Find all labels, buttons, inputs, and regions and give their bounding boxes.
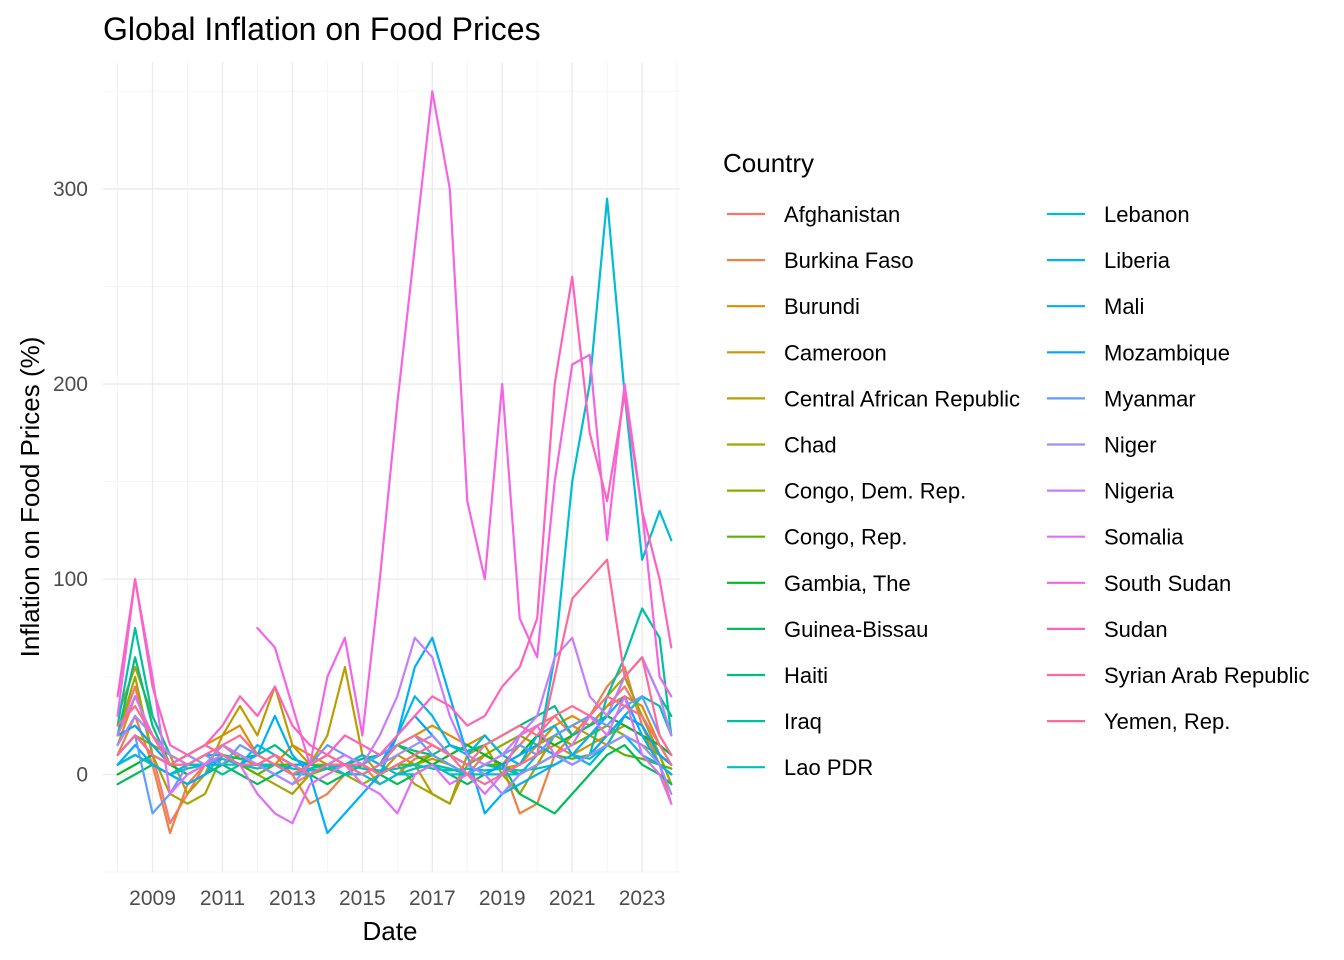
legend-label: Chad [784,433,837,458]
legend-label: Lao PDR [784,755,873,780]
x-tick-label: 2013 [269,887,316,910]
y-axis-title: Inflation on Food Prices (%) [15,337,45,658]
chart-title: Global Inflation on Food Prices [103,11,541,47]
y-tick-label: 0 [76,763,88,786]
legend-label: Somalia [1104,525,1184,550]
legend-label: Myanmar [1104,386,1196,411]
series-line [116,275,673,756]
x-axis-ticks: 2009 2011 2013 2015 2017 2019 2021 2023 [129,887,665,910]
legend-label: Haiti [784,663,828,688]
x-tick-label: 2021 [549,887,596,910]
series-line [116,744,673,815]
legend-label: Guinea-Bissau [784,617,928,642]
legend-label: Sudan [1104,617,1168,642]
legend-title: Country [723,148,814,178]
y-tick-label: 300 [53,178,88,201]
legend-item: Yemen, Rep. [1047,709,1230,734]
legend-item: Congo, Dem. Rep. [727,479,966,504]
legend-items: Afghanistan Burkina Faso Burundi Cameroon Ce… [727,202,1309,780]
legend-label: Gambia, The [784,571,911,596]
legend-label: Congo, Dem. Rep. [784,479,966,504]
legend-label: Cameroon [784,340,887,365]
series-line [116,558,673,786]
legend-item: Sudan [1047,617,1168,642]
legend-label: Central African Republic [784,386,1020,411]
legend-item: Nigeria [1047,479,1174,504]
series-line [116,197,673,786]
legend-item: South Sudan [1047,571,1231,596]
x-tick-label: 2023 [619,887,666,910]
legend-label: Yemen, Rep. [1104,709,1230,734]
series-line [116,636,673,835]
legend-item: Niger [1047,433,1157,458]
legend-item: Somalia [1047,525,1184,550]
legend-item: Mozambique [1047,340,1230,365]
legend-label: Liberia [1104,248,1171,273]
series-line [256,90,673,766]
legend-item: Burkina Faso [727,248,914,273]
y-tick-label: 200 [53,373,88,396]
legend-item: Mali [1047,294,1144,319]
legend-item: Chad [727,433,837,458]
legend-item: Guinea-Bissau [727,617,928,642]
legend-label: Niger [1104,433,1157,458]
legend-item: Haiti [727,663,828,688]
x-tick-label: 2011 [200,887,245,910]
x-tick-label: 2015 [339,887,386,910]
x-axis-title: Date [363,916,418,946]
legend-item: Afghanistan [727,202,900,227]
legend-label: Nigeria [1104,479,1174,504]
series-line [116,656,673,770]
legend-label: Iraq [784,709,822,734]
legend-label: Congo, Rep. [784,525,908,550]
legend-item: Lao PDR [727,755,873,780]
x-tick-label: 2017 [409,887,456,910]
series-group [116,90,673,835]
y-tick-label: 100 [53,568,88,591]
legend-label: Burundi [784,294,860,319]
legend: Country Afghanistan Burkina Faso Burundi Ca… [723,148,1309,780]
legend-item: Liberia [1047,248,1171,273]
legend-item: Myanmar [1047,386,1196,411]
legend-item: Syrian Arab Republic [1047,663,1309,688]
y-axis-ticks: 0 100 200 300 [53,178,88,787]
series-line [116,636,673,776]
legend-label: Burkina Faso [784,248,914,273]
legend-label: South Sudan [1104,571,1231,596]
legend-item: Lebanon [1047,202,1190,227]
x-tick-label: 2019 [479,887,526,910]
series-line [116,714,673,795]
legend-item: Congo, Rep. [727,525,908,550]
legend-item: Central African Republic [727,386,1020,411]
x-tick-label: 2009 [129,887,176,910]
series-line [116,578,673,825]
series-line [116,695,673,776]
legend-label: Mozambique [1104,340,1230,365]
legend-item: Gambia, The [727,571,911,596]
legend-label: Mali [1104,294,1144,319]
legend-label: Lebanon [1104,202,1190,227]
legend-item: Cameroon [727,340,887,365]
legend-item: Burundi [727,294,860,319]
legend-label: Afghanistan [784,202,900,227]
legend-item: Iraq [727,709,822,734]
legend-label: Syrian Arab Republic [1104,663,1309,688]
